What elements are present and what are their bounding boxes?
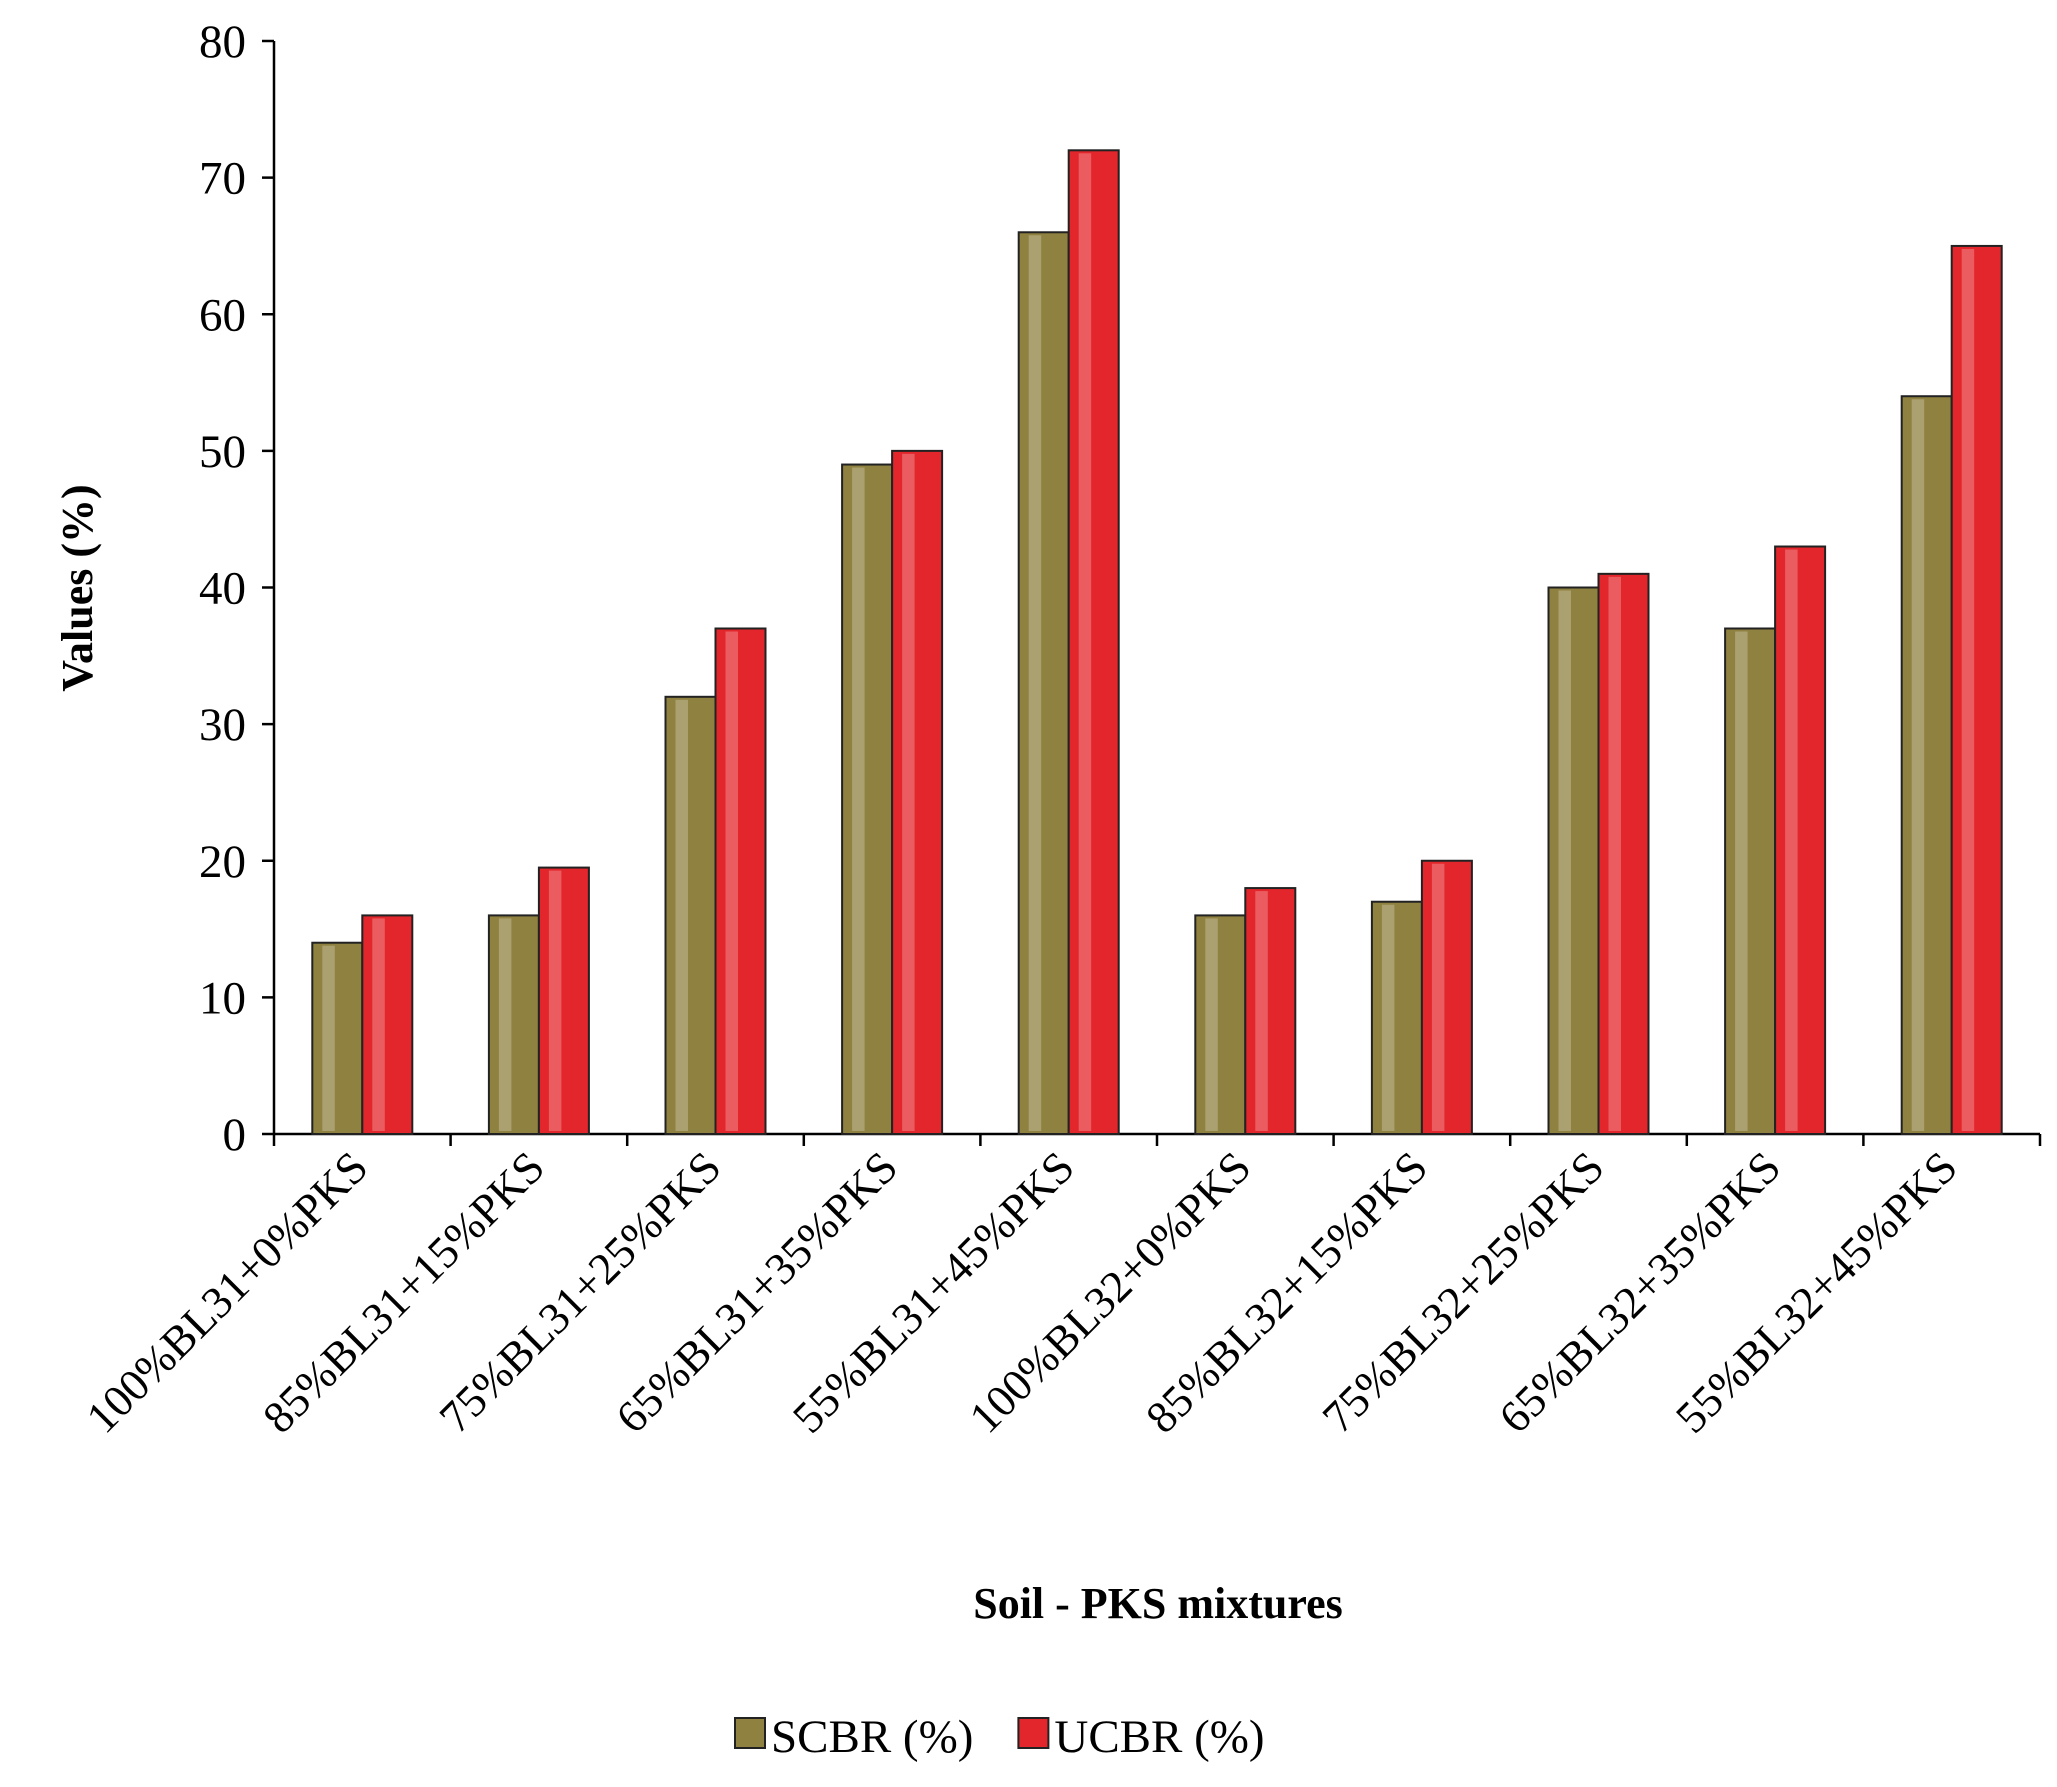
x-axis-title: Soil - PKS mixtures [973,1579,1343,1628]
bar-highlight [1961,248,1975,1131]
bar [311,941,364,1135]
bar-highlight [1078,153,1092,1132]
y-tick-label: 20 [199,836,246,888]
bar [714,627,767,1135]
bar-highlight [675,699,688,1131]
bar [1244,887,1297,1136]
y-tick-label: 0 [223,1109,247,1161]
bar-highlight [372,918,385,1131]
bar [1724,627,1777,1135]
y-tick-label: 50 [199,426,246,478]
legend-swatch [1017,1717,1050,1749]
bar-highlight [1205,918,1218,1131]
bar [1017,231,1070,1135]
bar [1774,545,1827,1135]
bar-highlight [1255,891,1268,1131]
bar [537,866,590,1135]
bar [1194,914,1247,1136]
bar [1420,859,1473,1135]
legend-label: SCBR (%) [771,1711,973,1763]
y-tick-label: 80 [199,16,246,68]
bar-highlight [1735,631,1748,1131]
bar-highlight [902,453,915,1131]
bar-highlight [1431,863,1445,1131]
bar-highlight [1608,576,1621,1131]
legend-label: UCBR (%) [1054,1711,1264,1763]
bar-highlight [1028,235,1042,1131]
bar-highlight [725,631,738,1131]
bar-highlight [322,945,335,1131]
bar [664,695,717,1135]
bar [1067,149,1120,1136]
bar [1900,395,1953,1136]
legend-swatch [734,1717,766,1749]
bar [487,914,540,1136]
bar-highlight [1558,590,1571,1131]
y-tick-label: 40 [199,563,246,615]
bar-highlight [1911,399,1925,1132]
y-tick-label: 60 [199,289,246,341]
y-axis-title: Values (%) [53,484,102,691]
bar [1370,900,1423,1135]
bar [841,463,894,1136]
bar [1597,572,1650,1135]
bar-highlight [1785,549,1798,1131]
bar-highlight [1381,904,1395,1131]
bar [891,449,944,1135]
bar [1950,244,2003,1135]
y-tick-label: 70 [199,153,246,205]
bar-highlight [548,870,562,1131]
bar [1547,586,1600,1135]
bar-highlight [852,467,865,1132]
bar-highlight [498,918,512,1131]
y-tick-label: 30 [199,699,246,751]
bar [361,914,414,1136]
y-tick-label: 10 [199,972,246,1024]
